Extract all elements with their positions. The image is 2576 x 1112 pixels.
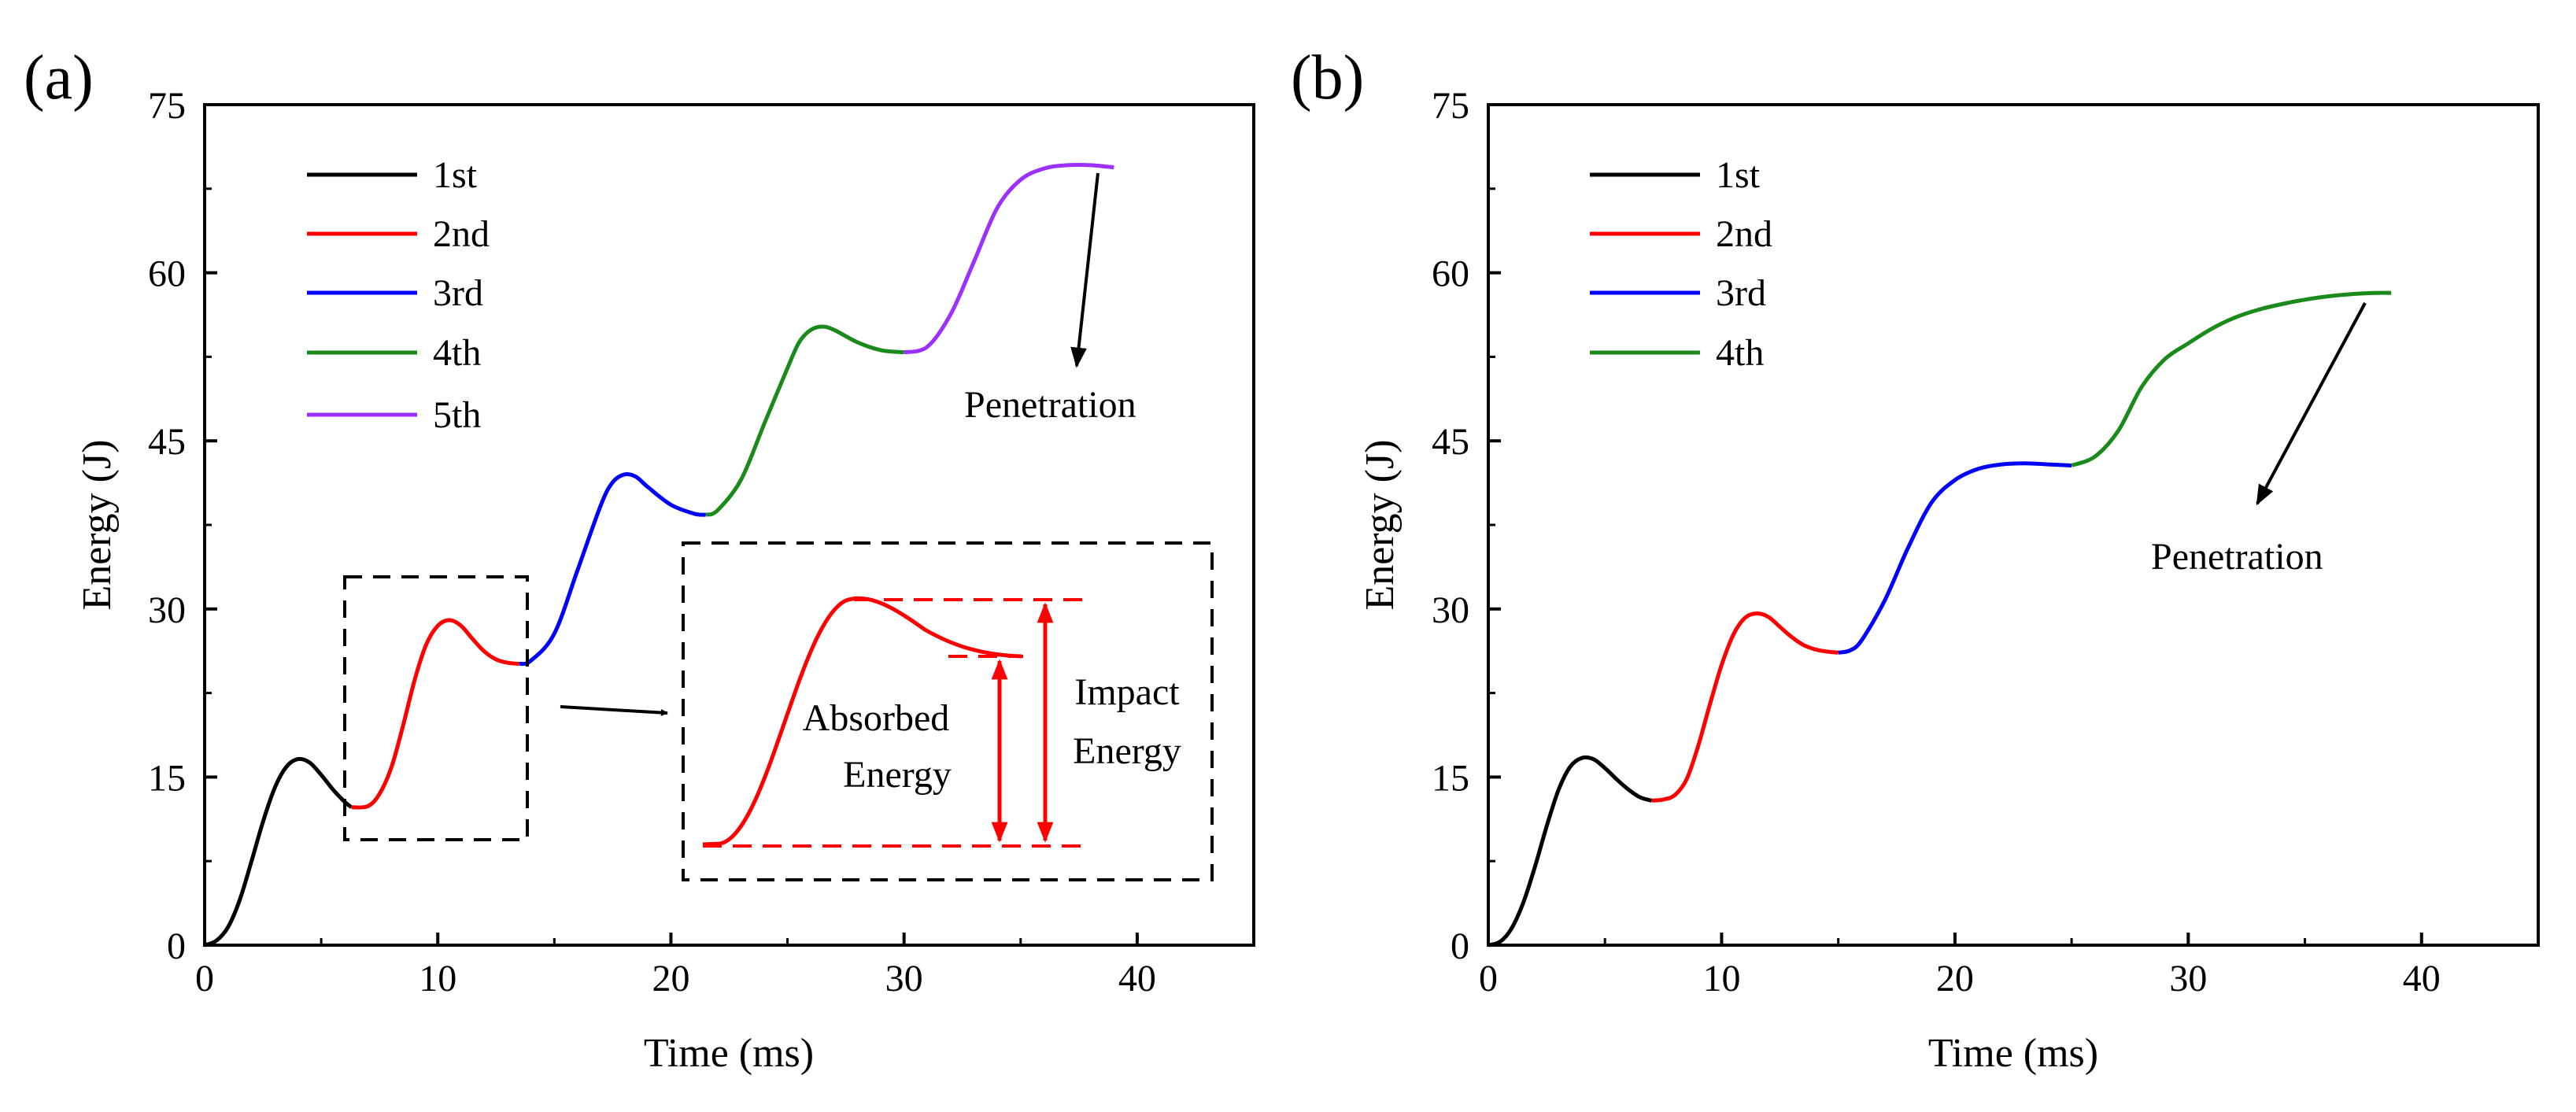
y-tick-label-a: 15: [148, 757, 186, 799]
inset-curve: [702, 596, 1022, 847]
x-axis-label-a: Time (ms): [644, 1031, 814, 1076]
series-line-b-2nd: [1651, 611, 1839, 803]
x-tick-label-b: 10: [1702, 958, 1740, 999]
legend-label: 4th: [433, 332, 481, 374]
x-tick-label-b: 0: [1479, 958, 1498, 999]
zoom-arrow: [560, 705, 668, 717]
legend-label: 2nd: [1716, 213, 1772, 255]
legend-item-a-1st: 1st: [307, 154, 478, 196]
series-line-b-4th: [2071, 290, 2392, 467]
y-tick-label-a: 30: [148, 589, 186, 631]
series-line-a-2nd: [351, 618, 520, 810]
penetration-label-b: Penetration: [2151, 536, 2323, 578]
inset-frame: [682, 541, 1214, 881]
legend-label: 1st: [1716, 154, 1761, 196]
series-line-b-3rd: [1838, 461, 2072, 655]
legend-label: 3rd: [433, 272, 483, 314]
y-tick-label-b: 30: [1432, 589, 1469, 631]
legend-item-a-3rd: 3rd: [307, 272, 483, 314]
series-line-a-1st: [204, 756, 353, 948]
y-tick-label-b: 45: [1432, 421, 1469, 463]
x-tick-label-a: 0: [195, 958, 214, 999]
axes-frame-a: [203, 103, 1255, 947]
panel-label-b: (b): [1291, 43, 1364, 113]
y-axis-label-a: Energy (J): [75, 439, 120, 610]
series-line-a-3rd: [519, 471, 707, 667]
penetration-label-a: Penetration: [964, 384, 1136, 426]
legend-label: 5th: [433, 394, 481, 436]
x-tick-label-a: 40: [1118, 958, 1156, 999]
y-tick-label-b: 15: [1432, 757, 1469, 799]
impact-energy-label-line2: Energy: [1073, 730, 1181, 772]
panel-label-a: (a): [24, 43, 94, 113]
legend-label: 2nd: [433, 213, 490, 255]
legend-label: 1st: [433, 154, 478, 196]
y-axis-label-b: Energy (J): [1358, 439, 1403, 610]
x-axis-label-b: Time (ms): [1928, 1031, 2098, 1076]
legend-item-a-2nd: 2nd: [307, 213, 490, 255]
inset-a: Absorbed Energy Impact Energy: [682, 541, 1214, 881]
series-line-b-1st: [1488, 755, 1653, 948]
legend-item-b-2nd: 2nd: [1590, 213, 1772, 255]
legend-label: 4th: [1716, 332, 1764, 374]
series-line-a-5th: [904, 162, 1114, 355]
impact-energy-label-line1: Impact: [1074, 671, 1180, 713]
absorbed-energy-label-line1: Absorbed: [803, 697, 950, 739]
x-tick-label-a: 10: [419, 958, 456, 999]
chart-b: (b) 0 10 20 30 40 0 15 30 45 60 75 Time (ms) Energ…: [1291, 43, 2540, 1076]
axes-frame-b: [1487, 103, 2540, 947]
x-tick-label-a: 30: [885, 958, 923, 999]
y-tick-label-a: 0: [167, 925, 186, 967]
y-tick-label-b: 60: [1432, 253, 1469, 295]
legend-a: 1st 2nd 3rd 4th 5th: [307, 154, 490, 436]
legend-item-b-3rd: 3rd: [1590, 272, 1766, 314]
plot-area-b: 0 10 20 30 40 0 15 30 45 60 75: [1432, 85, 2540, 999]
x-tick-label-b: 20: [1936, 958, 1974, 999]
y-tick-label-a: 75: [148, 85, 186, 127]
legend-item-a-4th: 4th: [307, 332, 481, 374]
x-tick-label-b: 30: [2169, 958, 2207, 999]
absorbed-energy-label-line2: Energy: [843, 754, 952, 796]
y-tick-label-a: 60: [148, 253, 186, 295]
chart-a: (a) 0 10 20 30 40 0 15 30 45 60 75 Time (ms) Energ…: [24, 43, 1255, 1076]
legend-item-b-4th: 4th: [1590, 332, 1764, 374]
legend-label: 3rd: [1716, 272, 1766, 314]
legend-b: 1st 2nd 3rd 4th: [1590, 154, 1772, 374]
series-line-a-4th: [704, 324, 904, 517]
plot-area-a: 0 10 20 30 40 0 15 30 45 60 75: [148, 85, 1255, 999]
legend-item-b-1st: 1st: [1590, 154, 1761, 196]
zoom-selection-box: [343, 575, 529, 841]
x-tick-label-a: 20: [652, 958, 689, 999]
y-tick-label-b: 75: [1432, 85, 1469, 127]
penetration-arrow-b: [2256, 302, 2367, 506]
y-tick-label-b: 0: [1451, 925, 1469, 967]
x-tick-label-b: 40: [2403, 958, 2441, 999]
y-tick-label-a: 45: [148, 421, 186, 463]
penetration-arrow-a: [1070, 172, 1100, 368]
legend-item-a-5th: 5th: [307, 394, 481, 436]
